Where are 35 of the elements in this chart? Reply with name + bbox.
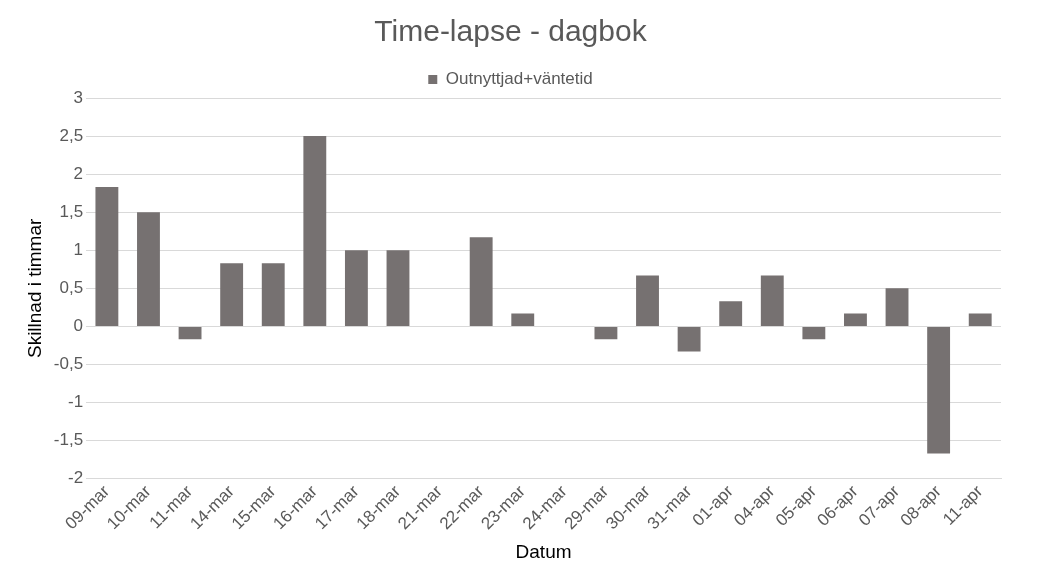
bar (968, 313, 992, 326)
bar (719, 301, 743, 326)
bar (137, 212, 160, 326)
bar (344, 250, 368, 326)
bar (303, 136, 327, 326)
y-tick-label: -0,5 (53, 354, 84, 374)
bar (220, 263, 244, 326)
legend-label: Outnyttjad+väntetid (445, 69, 593, 89)
bar (469, 237, 493, 326)
bar (386, 250, 410, 326)
bar (95, 187, 119, 326)
y-tick-label: 1,5 (59, 201, 84, 221)
y-tick-label: 3 (73, 87, 84, 107)
bar (178, 326, 202, 340)
y-tick-label: 2 (73, 163, 84, 183)
bar (261, 263, 285, 326)
y-tick-label: 1 (73, 239, 84, 259)
y-axis-title: Skillnad i timmar (23, 218, 45, 359)
y-tick-label: -1,5 (53, 430, 84, 450)
chart-title: Time-lapse - dagbok (374, 14, 648, 48)
bar (844, 313, 867, 326)
bar (802, 326, 826, 340)
y-tick-label: 0,5 (59, 278, 84, 298)
bar (636, 275, 659, 326)
bar (677, 326, 701, 352)
bar (760, 275, 784, 326)
bar (885, 288, 909, 326)
bar (927, 326, 951, 454)
y-tick-label: -2 (67, 468, 84, 488)
y-tick-label: -1 (67, 392, 84, 412)
y-tick-label: 0 (73, 316, 84, 336)
bar (594, 326, 618, 340)
x-axis-title: Datum (515, 540, 572, 562)
y-tick-label: 2,5 (59, 125, 84, 145)
bar (511, 313, 535, 326)
